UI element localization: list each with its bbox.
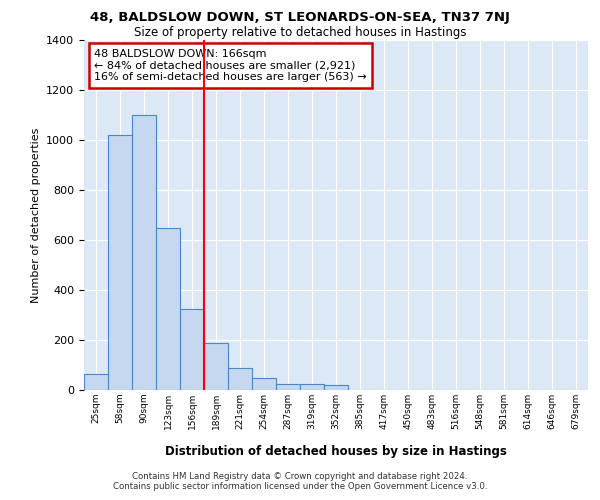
Text: 48 BALDSLOW DOWN: 166sqm
← 84% of detached houses are smaller (2,921)
16% of sem: 48 BALDSLOW DOWN: 166sqm ← 84% of detach… [94,49,367,82]
Bar [204,342,228,390]
Text: Size of property relative to detached houses in Hastings: Size of property relative to detached ho… [134,26,466,39]
Bar [276,384,300,390]
Bar [108,135,132,390]
Bar [324,385,348,390]
Bar [180,308,204,390]
Text: Contains public sector information licensed under the Open Government Licence v3: Contains public sector information licen… [113,482,487,491]
Bar [228,368,252,390]
Text: Distribution of detached houses by size in Hastings: Distribution of detached houses by size … [165,444,507,458]
Bar [156,228,180,390]
Y-axis label: Number of detached properties: Number of detached properties [31,128,41,302]
Text: Contains HM Land Registry data © Crown copyright and database right 2024.: Contains HM Land Registry data © Crown c… [132,472,468,481]
Bar [84,374,108,390]
Text: 48, BALDSLOW DOWN, ST LEONARDS-ON-SEA, TN37 7NJ: 48, BALDSLOW DOWN, ST LEONARDS-ON-SEA, T… [90,11,510,24]
Bar [132,115,156,390]
Bar [300,384,324,390]
Bar [252,378,276,390]
